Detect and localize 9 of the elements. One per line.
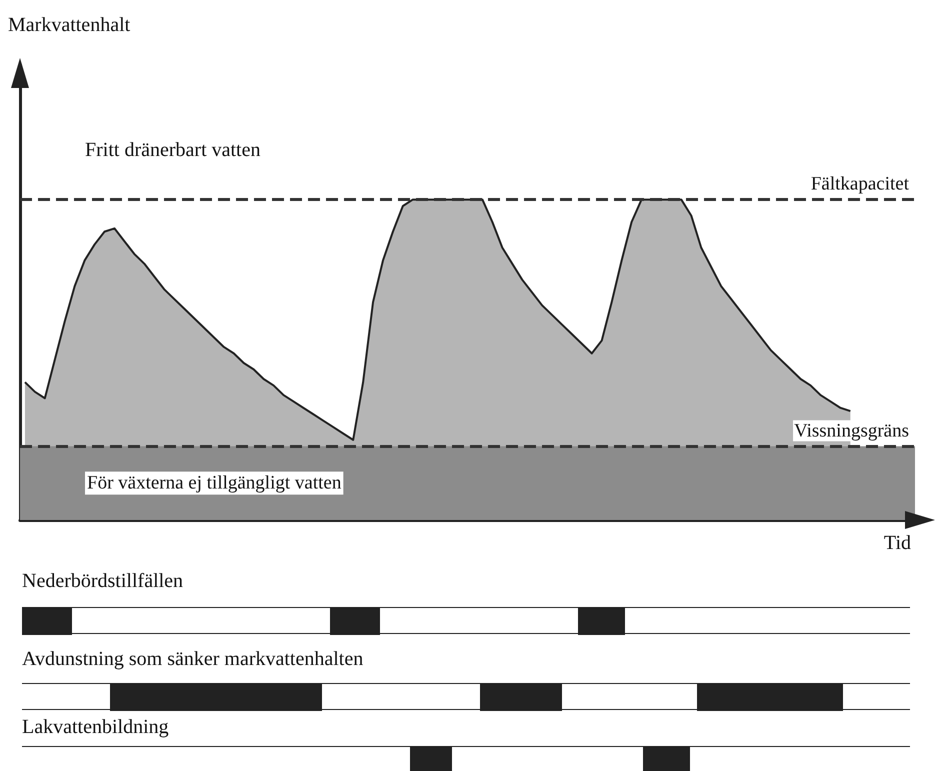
ref-line-label: Vissningsgräns	[794, 420, 909, 442]
ref-line-label: Fältkapacitet	[810, 174, 910, 195]
band-label: För växterna ej tillgängligt vatten	[87, 472, 342, 494]
x-axis-title: Tid	[884, 532, 912, 554]
text: Fritt dränerbart vatten	[85, 139, 260, 161]
text: Avdunstning som sänker markvattenhalten	[22, 648, 364, 671]
text: Lakvattenbildning	[22, 716, 169, 739]
text: Nederbördstillfällen	[22, 570, 184, 593]
y-axis-title: Markvattenhalt	[8, 14, 131, 36]
